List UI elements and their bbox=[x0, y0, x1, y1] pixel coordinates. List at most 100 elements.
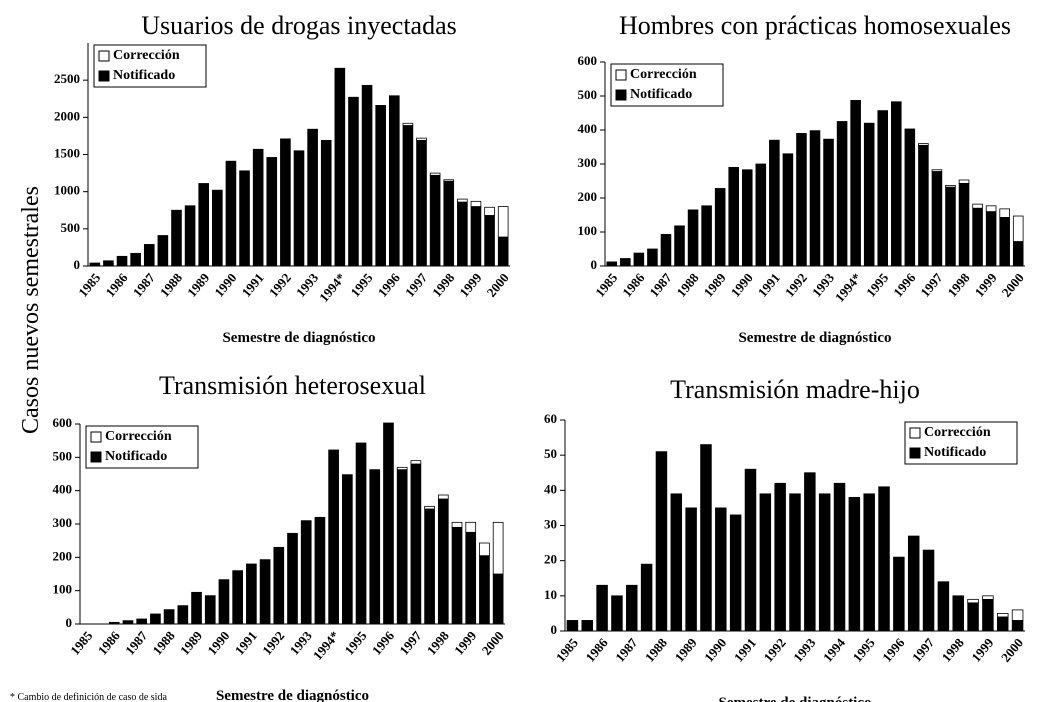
bar-segment bbox=[877, 110, 889, 267]
bar-segment bbox=[685, 507, 697, 632]
bar-segment bbox=[687, 209, 699, 267]
bar-segment bbox=[246, 563, 257, 625]
bar-segment bbox=[581, 620, 594, 632]
bar-segment bbox=[410, 460, 422, 465]
bar-segment bbox=[596, 584, 608, 632]
x-tick-label: 1997 bbox=[402, 270, 431, 300]
x-tick-label: 1999 bbox=[451, 628, 480, 658]
bar-segment bbox=[204, 595, 216, 625]
bar-segment bbox=[451, 521, 463, 528]
y-tick-label: 500 bbox=[578, 87, 598, 102]
chart-title: Transmisión heterosexual bbox=[159, 371, 426, 400]
y-tick-label: 600 bbox=[578, 53, 598, 68]
x-tick-label: 1992 bbox=[266, 270, 294, 300]
legend-box bbox=[93, 44, 207, 88]
x-tick-label: 1991 bbox=[755, 270, 783, 300]
bar-segment bbox=[484, 215, 495, 267]
legend-label: Notificado bbox=[630, 87, 692, 102]
x-tick-label: 2000 bbox=[998, 635, 1026, 665]
x-axis-label: Semestre de diagnóstico bbox=[222, 330, 375, 346]
bar-segment bbox=[878, 486, 890, 632]
bar-segment bbox=[674, 225, 685, 267]
bar-segment bbox=[451, 526, 463, 625]
bar-segment bbox=[465, 531, 477, 625]
x-tick-label: 1990 bbox=[204, 628, 232, 658]
x-tick-label: 1996 bbox=[890, 270, 919, 300]
bar-segment bbox=[945, 185, 956, 188]
x-tick-label: 1989 bbox=[672, 635, 701, 665]
bar-segment bbox=[931, 169, 943, 172]
bar-segment bbox=[369, 469, 381, 625]
x-tick-label: 1998 bbox=[424, 628, 453, 658]
legend-box bbox=[904, 421, 1018, 465]
bar-segment bbox=[982, 595, 994, 600]
bar-segment bbox=[982, 598, 994, 632]
bar-segment bbox=[823, 138, 834, 267]
bar-segment bbox=[958, 179, 970, 184]
bar-segment bbox=[396, 466, 408, 471]
y-tick-label: 500 bbox=[61, 220, 81, 235]
bar-segment bbox=[958, 182, 970, 267]
legend-swatch bbox=[909, 427, 921, 439]
bar-segment bbox=[660, 233, 672, 267]
bar-segment bbox=[171, 209, 182, 267]
bar-segment bbox=[891, 101, 902, 267]
bar-segment bbox=[904, 128, 916, 267]
chart-title: Hombres con prácticas homosexuales bbox=[619, 11, 1011, 40]
bar-segment bbox=[655, 451, 668, 632]
bar-segment bbox=[388, 95, 400, 267]
y-tick-label: 0 bbox=[74, 257, 81, 272]
x-axis-label: Semestre de diagnóstico bbox=[738, 330, 891, 346]
legend-swatch bbox=[90, 431, 102, 443]
bar-segment bbox=[143, 244, 155, 267]
bar-segment bbox=[163, 609, 175, 625]
x-tick-label: 1987 bbox=[122, 628, 151, 658]
y-tick-label: 30 bbox=[544, 516, 557, 531]
bar-segment bbox=[1011, 620, 1024, 632]
bar-segment bbox=[465, 521, 477, 533]
legend-label: Corrección bbox=[105, 429, 172, 444]
y-tick-label: 40 bbox=[544, 481, 557, 496]
x-tick-label: 2000 bbox=[479, 628, 507, 658]
bar-segment bbox=[701, 205, 712, 267]
y-tick-label: 400 bbox=[578, 121, 598, 136]
bar-segment bbox=[198, 183, 210, 267]
bar-segment bbox=[293, 150, 305, 267]
bar-segment bbox=[789, 493, 801, 632]
y-axis-label: Casos nuevos semestrales bbox=[18, 186, 44, 434]
y-tick-label: 300 bbox=[578, 155, 598, 170]
x-tick-label: 1991 bbox=[731, 635, 759, 665]
footnote: * Cambio de definición de caso de sida bbox=[10, 692, 167, 702]
x-tick-label: 1997 bbox=[909, 635, 938, 665]
bar-segment bbox=[402, 125, 414, 267]
y-tick-label: 60 bbox=[544, 411, 557, 426]
bar-segment bbox=[804, 472, 816, 632]
bar-segment bbox=[863, 122, 875, 267]
bar-segment bbox=[714, 188, 726, 267]
bar-segment bbox=[300, 520, 312, 625]
legend-label: Notificado bbox=[105, 449, 167, 464]
bar-segment bbox=[470, 200, 482, 207]
bar-segment bbox=[383, 422, 394, 625]
bar-segment bbox=[402, 122, 414, 126]
y-tick-label: 10 bbox=[544, 587, 557, 602]
bar-segment bbox=[437, 498, 449, 625]
bar-segment bbox=[620, 258, 631, 267]
y-tick-label: 200 bbox=[53, 548, 73, 563]
y-tick-label: 0 bbox=[551, 622, 558, 637]
bar-segment bbox=[952, 595, 964, 632]
bar-segment bbox=[626, 584, 638, 632]
x-tick-label: 1995 bbox=[850, 635, 879, 665]
y-tick-label: 50 bbox=[544, 446, 557, 461]
bar-segment bbox=[744, 468, 757, 632]
bar-segment bbox=[850, 100, 861, 267]
bar-segment bbox=[355, 442, 367, 625]
y-tick-label: 500 bbox=[53, 448, 73, 463]
bar-segment bbox=[484, 206, 495, 216]
bar-segment bbox=[89, 262, 101, 267]
x-tick-label: 1994 bbox=[820, 635, 849, 665]
bar-segment bbox=[191, 591, 202, 625]
legend-swatch bbox=[98, 70, 110, 82]
bar-segment bbox=[259, 559, 271, 625]
bar-segment bbox=[108, 621, 120, 625]
